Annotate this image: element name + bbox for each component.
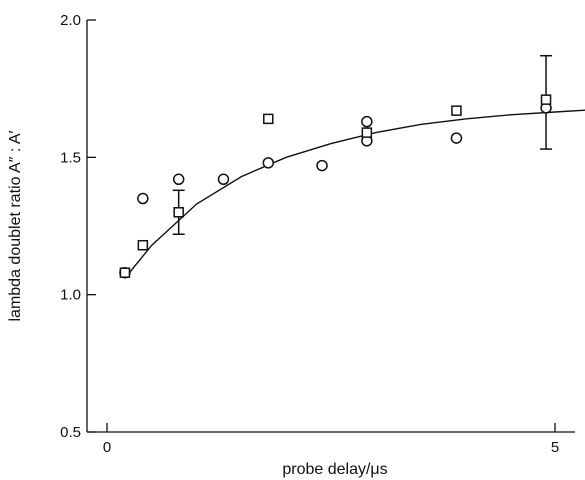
square-point <box>119 267 131 278</box>
y-tick-label: 2.0 <box>60 12 81 29</box>
circle-point <box>137 192 149 205</box>
square-point <box>361 127 373 138</box>
square-point <box>451 105 462 116</box>
tick-labels: 0.51.01.52.0051015 <box>60 12 559 456</box>
y-tick-label: 0.5 <box>60 424 81 441</box>
y-axis-title: lambda doublet ratio A″ : A′ <box>7 130 24 321</box>
circle-point <box>316 159 328 172</box>
circle-point <box>217 173 230 186</box>
x-tick-label: 0 <box>103 439 111 456</box>
square-point <box>540 94 552 105</box>
square-point <box>137 239 149 251</box>
axes <box>86 20 575 433</box>
circle-point <box>172 173 185 186</box>
circle-point <box>361 115 373 128</box>
ticks <box>87 19 556 433</box>
data-markers <box>119 94 552 279</box>
square-point <box>173 207 184 218</box>
y-tick-label: 1.5 <box>60 149 81 166</box>
x-axis-title: probe delay/μs <box>282 461 387 478</box>
square-point <box>263 113 274 125</box>
fit-curve <box>124 109 585 279</box>
circle-point <box>262 157 275 169</box>
y-tick-label: 1.0 <box>60 287 81 304</box>
circle-point <box>450 132 463 144</box>
x-tick-label: 5 <box>551 439 559 456</box>
